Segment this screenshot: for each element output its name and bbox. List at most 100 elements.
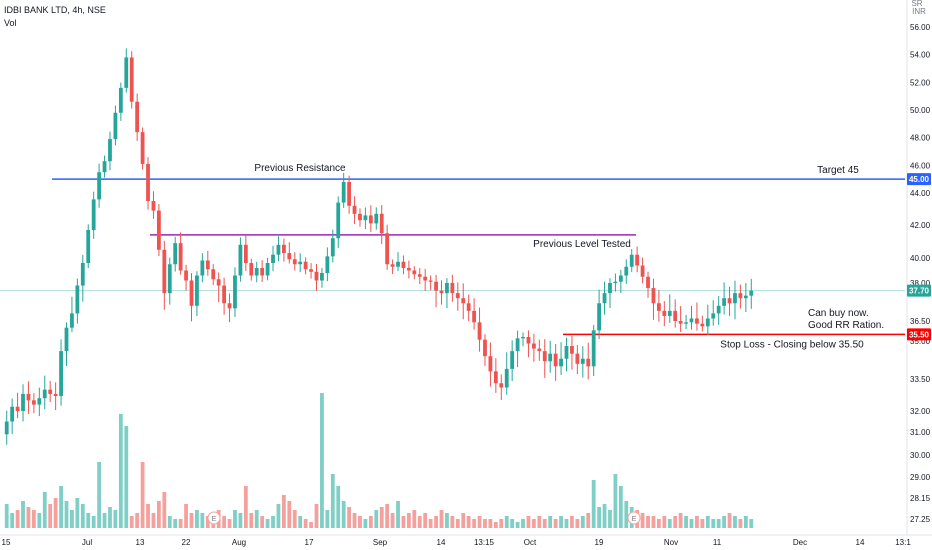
candle-body [184, 270, 188, 281]
x-tick-label: Oct [524, 538, 537, 547]
candle [222, 277, 227, 315]
volume-bar [450, 516, 455, 528]
y-tick-label: 31.00 [910, 428, 931, 437]
candle [260, 260, 265, 282]
candle [439, 280, 444, 305]
volume-bar [743, 516, 748, 528]
candle [64, 322, 69, 367]
volume-bar [336, 486, 341, 528]
volume-bar [64, 501, 69, 528]
volume-bar [727, 513, 732, 528]
candle-body [537, 348, 542, 352]
candle-body [548, 353, 553, 362]
candle [466, 294, 471, 322]
candle-body [618, 275, 623, 282]
candle [711, 300, 716, 326]
candle [184, 264, 188, 291]
volume-bar [243, 486, 248, 528]
volume-bar [521, 519, 525, 528]
y-tick-label: 36.50 [910, 317, 931, 326]
candle-body [477, 322, 482, 340]
candles [4, 48, 754, 445]
candle [531, 333, 536, 362]
volume-bar [417, 516, 422, 528]
candle-body [108, 139, 112, 162]
candle [396, 252, 400, 271]
x-tick-label: Dec [793, 538, 807, 547]
candle [173, 236, 178, 272]
candle-body [515, 338, 520, 352]
candle-body [396, 261, 400, 267]
volume-bar [37, 513, 42, 528]
candle [363, 207, 368, 230]
candle-body [510, 351, 515, 369]
candle [705, 304, 710, 336]
candle [211, 264, 216, 286]
x-tick-label: 11 [713, 538, 722, 547]
candle-body [260, 268, 265, 276]
volume-bar [156, 501, 161, 528]
candle-body [580, 358, 585, 364]
candle-body [21, 393, 25, 411]
volume-bar [42, 492, 47, 528]
y-tick-label: 52.00 [910, 78, 931, 87]
volume-bar [542, 519, 547, 528]
volume-bar [733, 516, 737, 528]
candle [31, 393, 36, 414]
volume-bar [287, 501, 292, 528]
volume-bar [493, 522, 498, 528]
candle [385, 224, 390, 270]
volume-bar [21, 501, 25, 528]
candle [309, 263, 313, 279]
candle-body [439, 290, 444, 294]
volume-bar [59, 486, 63, 528]
price-badge: 37.70 [907, 284, 931, 297]
volume-bar [347, 507, 352, 528]
candle [689, 305, 694, 330]
volume-bar [265, 519, 270, 528]
earnings-event-label: E [212, 516, 217, 523]
candle [135, 93, 140, 141]
candle-body [243, 244, 248, 263]
candle [542, 339, 547, 378]
chart-legend: IDBI BANK LTD, 4h, NSE Vol [4, 4, 106, 30]
candle [292, 252, 297, 271]
volume-bar [26, 507, 31, 528]
earnings-event-icon: E [207, 511, 221, 525]
volume-bar [461, 513, 466, 528]
candle-body [624, 266, 629, 276]
candle [10, 398, 15, 435]
candle-body [80, 263, 85, 286]
volume-bar [564, 519, 569, 528]
candle-body [493, 371, 498, 384]
candle-body [314, 271, 319, 281]
candle [673, 299, 678, 328]
volume-indicator-label: Vol [4, 18, 17, 28]
volume-bar [667, 519, 672, 528]
candle-body [743, 295, 748, 299]
volume-bar [477, 516, 482, 528]
candle [330, 229, 335, 263]
candle [140, 127, 145, 170]
volume-bar [70, 510, 74, 528]
volume-bar [575, 519, 580, 528]
volume-bar [695, 516, 699, 528]
candle-body [689, 318, 694, 323]
volume-bar [184, 504, 188, 528]
candle-body [635, 254, 640, 266]
note-line-1: Can buy now. [808, 308, 869, 319]
candle [504, 352, 509, 395]
candle-body [499, 383, 504, 388]
candle-body [129, 57, 134, 102]
volume-bar [738, 519, 743, 528]
volume-bar [597, 507, 602, 528]
volume-bar [412, 510, 417, 528]
candle [591, 324, 596, 377]
candle-body [140, 132, 145, 164]
candle-body [287, 253, 292, 260]
candle-body [716, 305, 721, 314]
candle-body [211, 269, 216, 280]
candle-body [320, 273, 324, 281]
candle [445, 278, 449, 309]
